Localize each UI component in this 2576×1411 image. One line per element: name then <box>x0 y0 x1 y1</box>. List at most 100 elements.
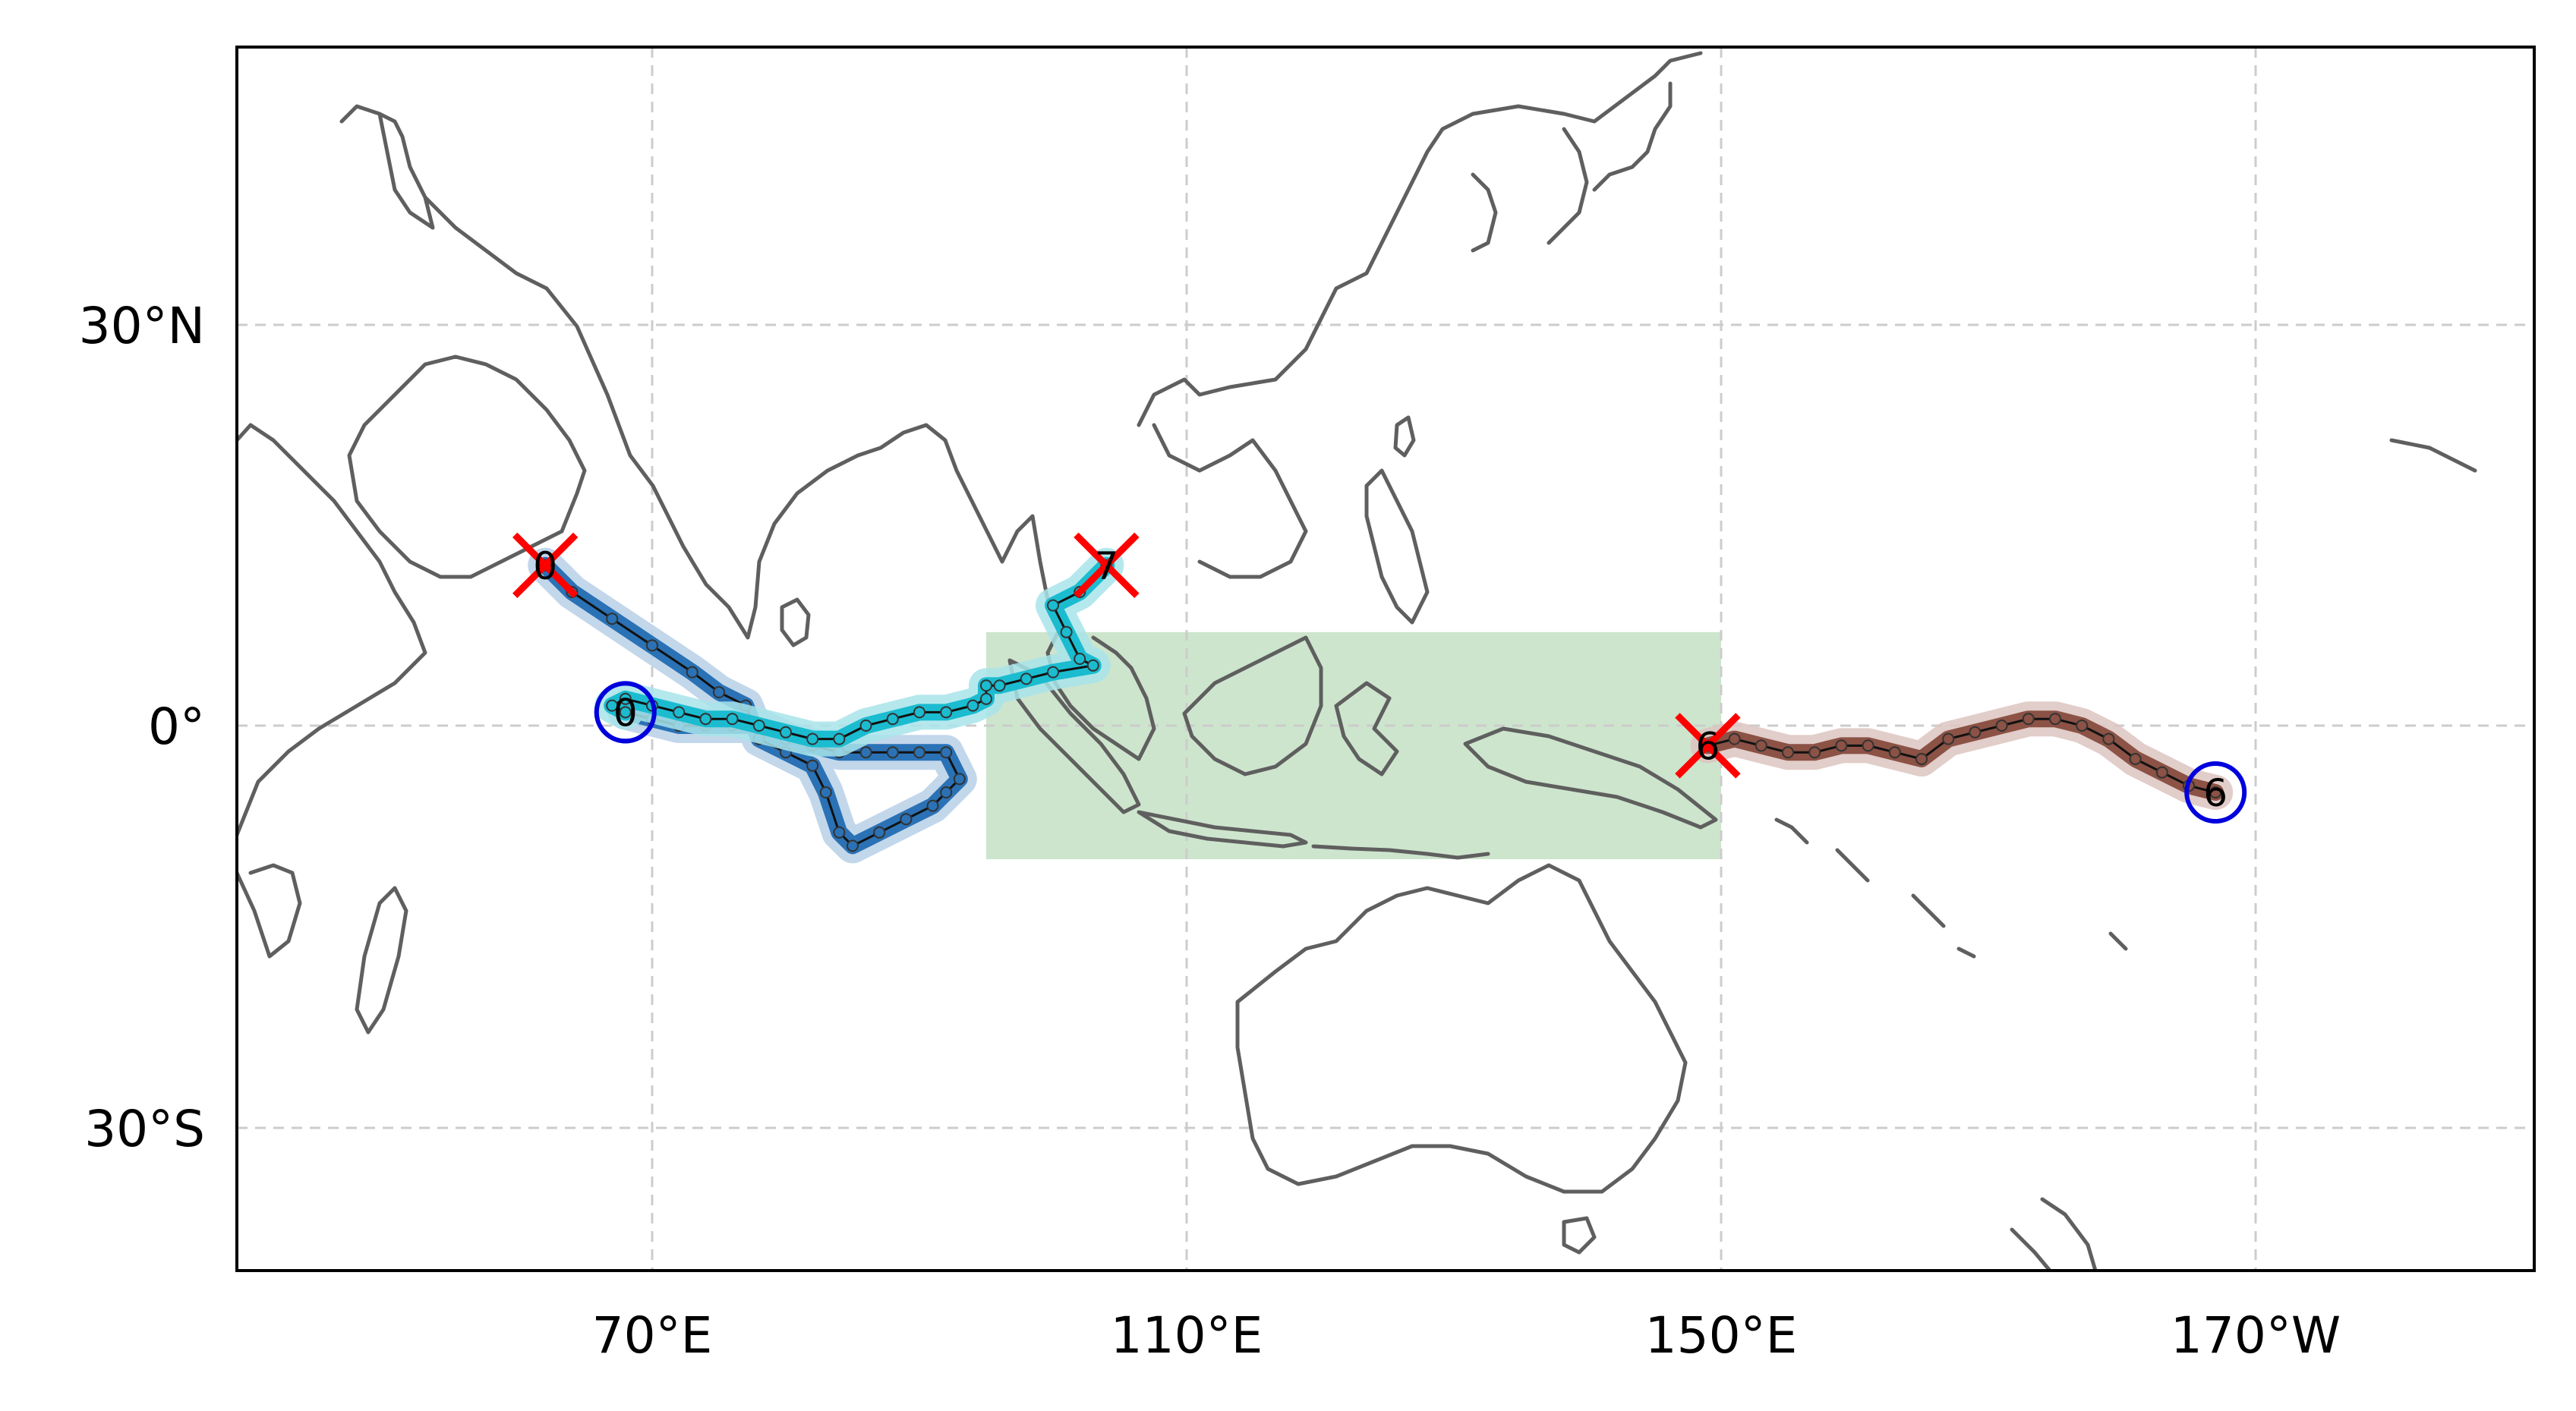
coastlines <box>237 51 2477 1271</box>
end-label-track-b: 0 <box>613 691 638 735</box>
track-point <box>1086 659 1099 672</box>
start-label-track-c: 6 <box>1695 724 1720 768</box>
track-point <box>2209 786 2222 798</box>
track-point <box>726 713 739 726</box>
track-point <box>993 679 1006 692</box>
track-point <box>2129 753 2142 765</box>
track-point <box>1060 625 1073 638</box>
track-point <box>940 746 953 759</box>
track-point <box>673 706 686 719</box>
track-point <box>752 720 765 732</box>
track-track-b: 70 <box>594 532 1140 757</box>
track-point <box>1888 746 1901 759</box>
track-point <box>900 813 913 826</box>
coast-india <box>544 286 1065 640</box>
track-point <box>980 679 992 692</box>
start-marker-track-a <box>512 532 579 598</box>
coast-borneo <box>1182 635 1323 776</box>
coast-caspian-iran <box>339 104 549 291</box>
coast-lesser-sunda <box>1311 844 1490 860</box>
track-point <box>1862 739 1874 752</box>
track-point <box>699 713 712 726</box>
start-label-track-b: 7 <box>1094 544 1118 588</box>
track-point <box>913 706 925 719</box>
track-point <box>833 826 846 839</box>
track-point <box>1915 753 1928 765</box>
coast-africa-arabia <box>237 354 587 959</box>
coast-new-zealand <box>2010 1197 2098 1271</box>
coast-sumatra <box>1007 658 1141 814</box>
track-point <box>1755 739 1767 752</box>
coast-madagascar <box>355 886 408 1035</box>
y-tick-label-30n: 30°N <box>79 297 205 355</box>
track-point <box>1995 720 2008 732</box>
track-point <box>1047 666 1059 679</box>
plot-frame <box>235 46 2536 1272</box>
x-tick-label-110e: 110°E <box>1111 1306 1263 1365</box>
track-point <box>833 732 846 745</box>
x-tick-label-170w: 170°W <box>2171 1306 2341 1365</box>
x-axis-ticks: 70°E 110°E 150°E 170°W <box>592 1306 2341 1365</box>
track-point <box>780 726 792 739</box>
track-point <box>1808 746 1821 759</box>
track-point <box>2076 720 2089 732</box>
y-tick-label-30s: 30°S <box>84 1100 205 1158</box>
y-axis-ticks: 30°N 0° 30°S <box>79 297 205 1158</box>
track-point <box>966 699 979 712</box>
track-point <box>913 746 925 759</box>
track-point <box>2049 713 2061 726</box>
coast-tasmania <box>1562 1216 1597 1255</box>
track-point <box>940 786 953 798</box>
coast-taiwan <box>1393 415 1416 458</box>
track-point <box>1782 746 1794 759</box>
track-point <box>619 692 632 705</box>
coast-australia <box>1235 863 1688 1194</box>
coast-philippines <box>1364 468 1430 625</box>
track-point <box>859 720 872 732</box>
track-point <box>980 692 992 705</box>
track-point <box>606 613 619 625</box>
x-tick-label-70e: 70°E <box>592 1306 713 1365</box>
track-point <box>1728 732 1741 745</box>
track-point <box>2102 732 2115 745</box>
track-point <box>713 686 725 698</box>
track-point <box>1969 726 1982 739</box>
track-point <box>686 666 698 679</box>
coast-java <box>1137 810 1308 849</box>
end-label-track-c: 6 <box>2203 771 2228 815</box>
track-point <box>926 799 939 812</box>
coast-sulawesi <box>1334 681 1399 776</box>
tracks-layer: 007066 <box>512 532 2247 864</box>
track-point <box>1942 732 1955 745</box>
track-point <box>940 706 953 719</box>
track-point <box>606 699 619 712</box>
start-marker-track-b <box>1074 532 1140 598</box>
track-point <box>1074 653 1086 665</box>
coast-new-guinea <box>1463 726 1718 830</box>
track-point <box>1020 672 1033 685</box>
track-point <box>619 706 632 719</box>
track-point <box>847 839 859 852</box>
start-label-track-a: 0 <box>533 544 557 588</box>
start-marker-track-c <box>1675 713 1741 779</box>
track-point <box>1047 599 1059 612</box>
coast-china-japan <box>1137 51 1703 427</box>
track-point <box>886 746 899 759</box>
coast-sri-lanka <box>780 597 811 647</box>
y-tick-label-0: 0° <box>148 698 205 756</box>
track-point <box>819 786 832 798</box>
track-point <box>886 713 899 726</box>
track-track-c: 66 <box>1675 701 2247 824</box>
track-point <box>953 773 966 786</box>
track-point <box>1835 739 1848 752</box>
end-marker-track-c <box>2184 761 2247 824</box>
end-marker-track-b <box>594 681 657 744</box>
track-point <box>806 759 819 772</box>
track-point <box>873 826 886 839</box>
x-tick-label-150e: 150°E <box>1645 1306 1798 1365</box>
track-point <box>859 746 872 759</box>
track-point <box>2022 713 2035 726</box>
track-point <box>806 732 819 745</box>
track-point <box>2155 766 2168 779</box>
